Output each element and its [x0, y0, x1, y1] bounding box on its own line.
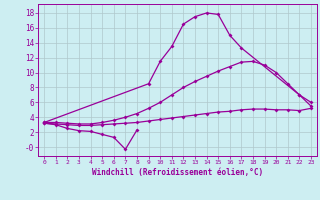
X-axis label: Windchill (Refroidissement éolien,°C): Windchill (Refroidissement éolien,°C) — [92, 168, 263, 177]
